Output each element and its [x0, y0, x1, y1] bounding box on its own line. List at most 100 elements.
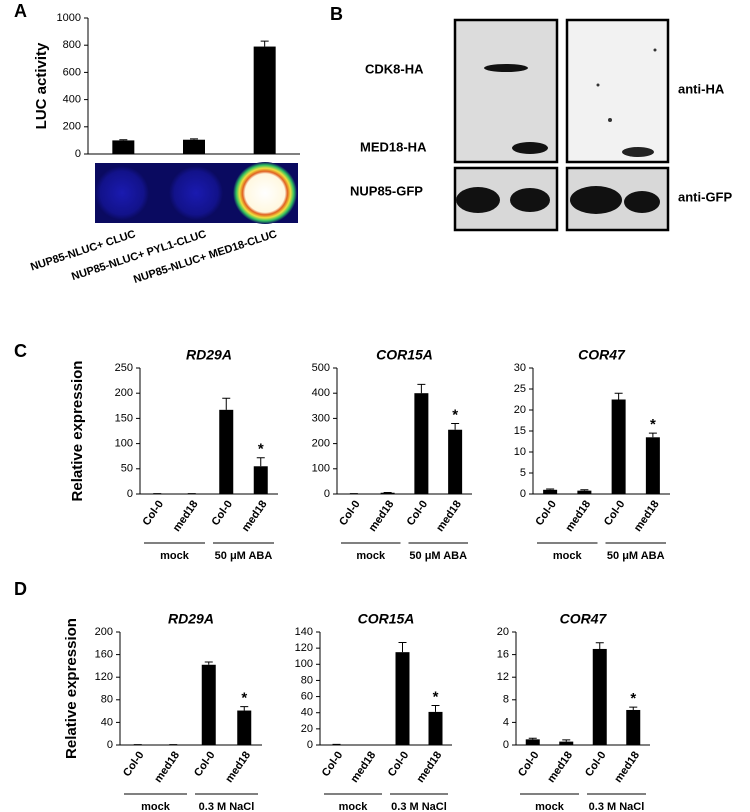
y-tick-label: 0	[324, 488, 330, 500]
error-bar	[451, 422, 460, 430]
error-bar	[629, 706, 638, 710]
x-tick-label: med18	[367, 499, 397, 534]
bar	[592, 648, 607, 745]
y-tick-label: 16	[497, 649, 509, 661]
error-bar	[222, 397, 231, 410]
x-tick-label: Col-0	[320, 750, 346, 779]
bar	[201, 664, 216, 745]
error-bar	[398, 641, 407, 653]
bar	[395, 652, 410, 745]
y-tick-label: 160	[95, 649, 113, 661]
y-tick-label: 800	[63, 39, 81, 51]
chart-title: COR15A	[376, 347, 433, 363]
antibody-label: anti-GFP	[678, 189, 732, 204]
y-tick-label: 4	[503, 716, 509, 728]
x-tick-label: med18	[349, 750, 379, 785]
x-tick-label: Col-0	[337, 499, 363, 528]
x-tick-label: med18	[434, 499, 464, 534]
x-tick-label: Col-0	[121, 750, 147, 779]
error-bar	[417, 383, 426, 394]
error-bar	[614, 392, 623, 400]
y-tick-label: 400	[63, 94, 81, 106]
y-tick-label: 600	[63, 66, 81, 78]
error-bar	[528, 737, 537, 740]
y-tick-label: 100	[295, 658, 313, 670]
panel-label: B	[330, 4, 343, 24]
y-tick-label: 0	[127, 488, 133, 500]
bar	[559, 741, 574, 745]
bar	[183, 139, 205, 154]
x-tick-label: Col-0	[533, 499, 559, 528]
error-bar	[595, 642, 604, 649]
y-tick-label: 40	[101, 716, 113, 728]
significance-mark: *	[433, 688, 439, 705]
y-tick-label: 20	[497, 626, 509, 638]
significance-mark: *	[452, 406, 458, 423]
y-tick-label: 200	[63, 121, 81, 133]
error-bar	[546, 488, 555, 490]
x-tick-label: med18	[545, 750, 575, 785]
y-tick-label: 120	[295, 642, 313, 654]
y-tick-label: 1000	[57, 12, 81, 24]
blot-row-label: NUP85-GFP	[350, 183, 423, 198]
y-tick-label: 400	[312, 387, 330, 399]
y-tick-label: 25	[514, 383, 526, 395]
y-tick-label: 120	[95, 671, 113, 683]
bar	[414, 393, 429, 494]
y-tick-label: 60	[301, 690, 313, 702]
error-bar	[431, 704, 440, 712]
group-label: 50 μM ABA	[607, 550, 665, 562]
group-label: mock	[339, 801, 369, 812]
panel-label: C	[14, 341, 27, 361]
y-tick-label: 0	[520, 488, 526, 500]
bar	[428, 711, 443, 745]
y-tick-label: 80	[101, 694, 113, 706]
error-bar	[119, 139, 128, 141]
x-tick-label: med18	[563, 499, 593, 534]
luminescence-image	[95, 162, 298, 224]
bar	[543, 489, 558, 494]
bar	[219, 409, 234, 494]
y-tick-label: 250	[115, 362, 133, 374]
y-tick-label: 20	[301, 723, 313, 735]
bar	[253, 46, 276, 155]
y-tick-label: 100	[115, 438, 133, 450]
y-tick-label: 0	[75, 148, 81, 160]
group-label: mock	[553, 550, 583, 562]
x-tick-label: med18	[152, 750, 182, 785]
y-tick-label: 30	[514, 362, 526, 374]
error-bar	[562, 739, 571, 742]
y-tick-label: 12	[497, 671, 509, 683]
error-bar	[580, 489, 589, 491]
bar	[253, 466, 268, 494]
group-label: mock	[535, 801, 565, 812]
bar	[237, 710, 252, 745]
error-bar	[190, 138, 198, 140]
y-tick-label: 200	[95, 626, 113, 638]
bar	[645, 437, 660, 494]
chart-title: COR47	[560, 611, 608, 627]
y-tick-label: 10	[514, 446, 526, 458]
panel-label: D	[14, 579, 27, 599]
chart-title: COR15A	[358, 611, 415, 627]
x-tick-label: Col-0	[516, 750, 542, 779]
bar	[611, 399, 626, 494]
chart-title: RD29A	[186, 347, 232, 363]
y-tick-label: 200	[115, 387, 133, 399]
x-tick-label: med18	[415, 750, 445, 785]
error-bar	[240, 706, 249, 711]
x-tick-label: med18	[632, 499, 662, 534]
bar	[380, 492, 395, 494]
y-tick-label: 150	[115, 412, 133, 424]
blot-row-label: CDK8-HA	[365, 61, 424, 76]
group-label: mock	[141, 801, 171, 812]
y-tick-label: 200	[312, 438, 330, 450]
group-label: 0.3 M NaCl	[589, 801, 645, 812]
group-label: mock	[356, 550, 386, 562]
error-bar	[648, 432, 657, 438]
y-tick-label: 0	[107, 739, 113, 751]
bar	[112, 140, 135, 154]
x-tick-label: Col-0	[602, 499, 628, 528]
error-bar	[204, 661, 213, 665]
